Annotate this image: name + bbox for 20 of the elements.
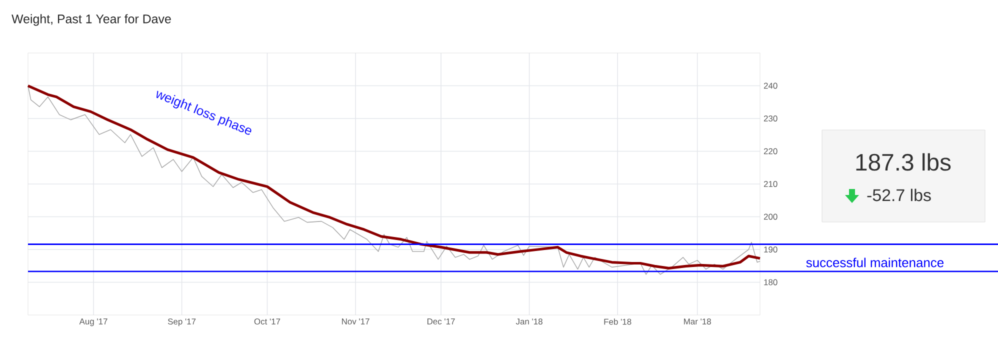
x-tick-label: Oct '17 — [254, 318, 280, 325]
x-tick-label: Jan '18 — [516, 318, 542, 325]
y-tick-label: 220 — [764, 148, 778, 154]
ref-line-label: successful maintenance — [806, 258, 944, 268]
y-tick-label: 210 — [764, 181, 778, 187]
annotation: weight loss phase — [156, 90, 252, 135]
x-tick-label: Nov '17 — [342, 318, 370, 324]
x-tick-label: Sep '17 — [168, 318, 196, 326]
x-tick-label: Feb '18 — [604, 318, 632, 325]
text: 187.3 lbs — [856, 153, 951, 171]
y-tick-label: 190 — [764, 246, 778, 252]
text: -52.7 lbs — [867, 188, 931, 202]
y-tick-label: 180 — [764, 279, 778, 286]
x-tick-label: Dec '17 — [427, 318, 455, 324]
y-tick-label: 230 — [764, 116, 778, 122]
y-tick-label: 240 — [764, 82, 778, 89]
chart-title: Weight, Past 1 Year for Dave — [12, 14, 171, 26]
x-tick-label: Aug '17 — [79, 318, 108, 326]
y-tick-label: 200 — [764, 214, 778, 220]
x-tick-label: Mar '18 — [684, 318, 711, 325]
